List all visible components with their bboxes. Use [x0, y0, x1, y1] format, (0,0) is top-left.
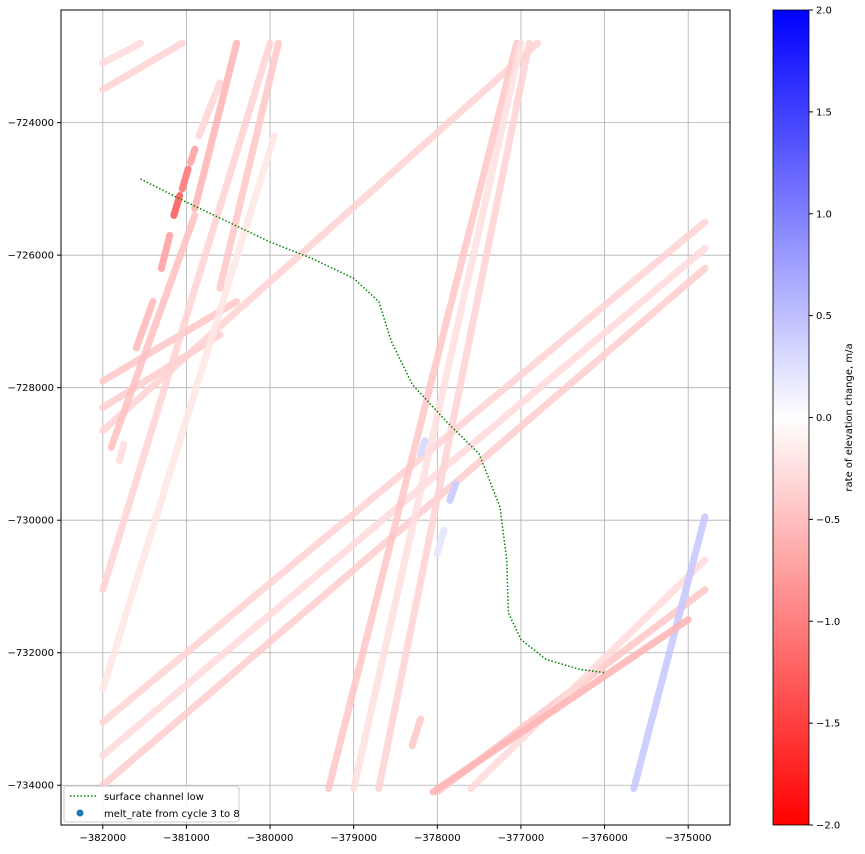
melt-rate-track-segment — [408, 715, 425, 749]
melt-rate-track — [99, 132, 278, 693]
melt-rate-track — [216, 39, 282, 292]
melt-rate-track — [375, 39, 533, 793]
y-tick-label: −732000 — [7, 648, 54, 659]
x-tick-label: −377000 — [498, 833, 545, 844]
colorbar-gradient — [772, 9, 810, 826]
legend-label-channel: surface channel low — [104, 792, 204, 803]
y-tick-label: −730000 — [7, 516, 54, 527]
melt-rate-track-segment — [187, 145, 199, 166]
melt-rate-track-segment — [433, 526, 448, 557]
melt-rate-track — [467, 556, 709, 793]
legend-label-melt-rate: melt_rate from cycle 3 to 8 — [104, 809, 240, 820]
colorbar-ticks: 2.0 1.5 1.0 0.5 0.0 −0.5 −1.0 −1.5 −2.0 — [809, 6, 840, 832]
colorbar-tick-label: 0.5 — [816, 311, 832, 322]
y-axis-ticks: −724000 −726000 −728000 −730000 −732000 −7340… — [7, 118, 61, 792]
x-tick-label: −381000 — [163, 833, 210, 844]
colorbar-tick-label: 1.5 — [816, 107, 832, 118]
y-tick-label: −734000 — [7, 781, 54, 792]
melt-rate-track-segment — [195, 79, 224, 140]
colorbar-tick-label: 2.0 — [816, 6, 832, 17]
melt-rate-track — [350, 39, 525, 793]
x-tick-label: −375000 — [665, 833, 712, 844]
melt-rate-track — [99, 39, 542, 435]
melt-rate-track-segment — [157, 231, 174, 272]
x-tick-label: −380000 — [247, 833, 294, 844]
melt-rate-track — [429, 616, 692, 796]
colorbar: 2.0 1.5 1.0 0.5 0.0 −0.5 −1.0 −1.5 −2.0 rate of … — [772, 6, 855, 832]
colorbar-label: rate of elevation change, m/a — [844, 343, 855, 491]
legend: surface channel low melt_rate from cycle… — [63, 785, 240, 823]
x-tick-label: −379000 — [330, 833, 377, 844]
melt-rate-track-segment — [178, 165, 192, 193]
colorbar-tick-label: −0.5 — [816, 515, 840, 526]
colorbar-tick-label: 0.0 — [816, 413, 832, 424]
melt-rate-track — [99, 39, 144, 67]
melt-rate-track-segment — [446, 480, 460, 504]
legend-dot-marker — [76, 809, 84, 817]
melt-rate-track — [99, 39, 274, 594]
melt-rate-track — [99, 218, 709, 726]
melt-rate-track — [630, 513, 709, 793]
melt-rate-track — [99, 264, 709, 789]
x-axis-ticks: −382000 −381000 −380000 −379000 −378000 −3770… — [80, 825, 712, 844]
plot-frame — [60, 9, 731, 826]
colorbar-tick-label: −1.5 — [816, 719, 840, 730]
melt-rate-track-segment — [417, 437, 429, 458]
colorbar-tick-label: −2.0 — [816, 821, 840, 832]
melt-rate-track — [107, 211, 199, 451]
colorbar-tick-label: 1.0 — [816, 209, 832, 220]
y-tick-label: −724000 — [7, 118, 54, 129]
melt-rate-track — [99, 298, 241, 385]
x-tick-label: −376000 — [581, 833, 628, 844]
melt-rate-tracks — [99, 39, 709, 796]
x-tick-label: −382000 — [80, 833, 127, 844]
y-tick-label: −726000 — [7, 251, 54, 262]
y-tick-label: −728000 — [7, 383, 54, 394]
melt-rate-track-segment — [116, 440, 128, 465]
colorbar-tick-label: −1.0 — [816, 617, 840, 628]
x-tick-label: −378000 — [414, 833, 461, 844]
melt-rate-track — [325, 39, 521, 793]
legend-box — [63, 785, 240, 823]
melt-rate-track — [191, 39, 241, 213]
melt-rate-track-segment — [132, 298, 157, 352]
melt-rate-track — [99, 39, 186, 94]
